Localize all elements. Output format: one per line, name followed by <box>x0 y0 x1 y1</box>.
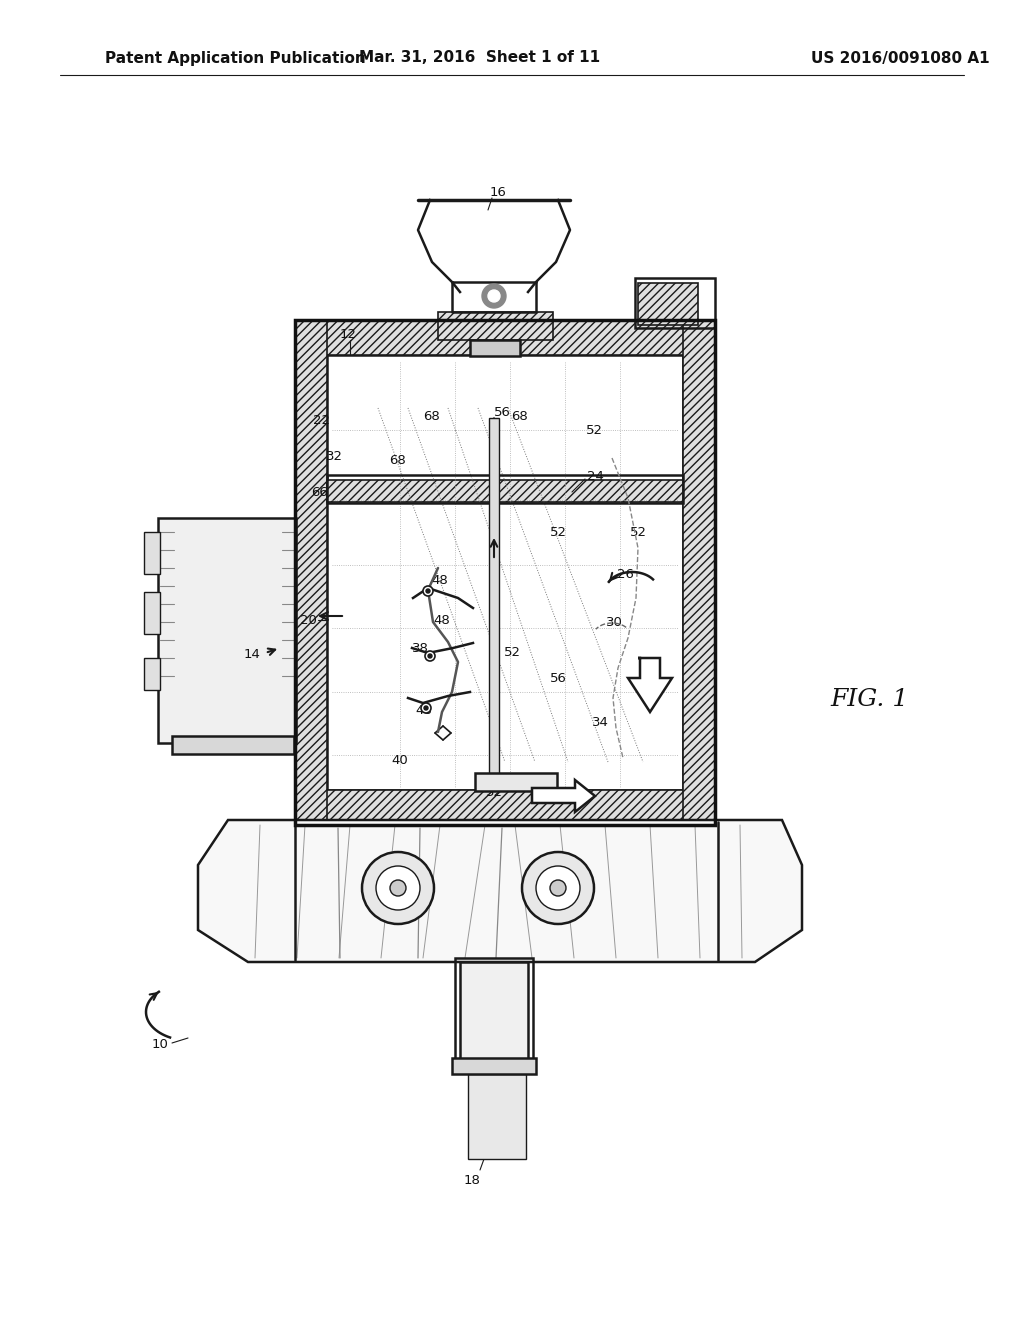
Text: Mar. 31, 2016  Sheet 1 of 11: Mar. 31, 2016 Sheet 1 of 11 <box>359 50 600 66</box>
Text: 52: 52 <box>485 787 503 800</box>
Polygon shape <box>532 780 595 812</box>
Text: 24: 24 <box>587 470 603 483</box>
Text: FIG. 1: FIG. 1 <box>830 689 909 711</box>
Text: 34: 34 <box>592 715 608 729</box>
Bar <box>455 958 534 1071</box>
Text: 28: 28 <box>640 673 656 686</box>
Bar <box>438 312 553 341</box>
Bar <box>144 532 160 574</box>
Circle shape <box>362 851 434 924</box>
Bar <box>327 480 683 502</box>
Text: 48: 48 <box>432 573 449 586</box>
Text: 56: 56 <box>550 672 566 685</box>
Text: 68: 68 <box>424 409 440 422</box>
Bar <box>468 1074 526 1159</box>
Text: 12: 12 <box>340 327 356 341</box>
Bar <box>144 591 160 634</box>
Circle shape <box>425 651 435 661</box>
Bar <box>460 962 528 1067</box>
Text: 52: 52 <box>504 645 520 659</box>
Bar <box>452 1059 536 1074</box>
Text: 40: 40 <box>391 754 409 767</box>
Bar <box>295 319 327 825</box>
Text: 66: 66 <box>311 486 329 499</box>
Text: 56: 56 <box>494 405 510 418</box>
Bar <box>635 279 715 327</box>
Bar <box>683 319 715 825</box>
Text: 52: 52 <box>586 424 602 437</box>
Text: Patent Application Publication: Patent Application Publication <box>105 50 366 66</box>
Circle shape <box>424 706 428 710</box>
Bar <box>327 475 683 503</box>
Bar <box>489 418 499 783</box>
Text: 14: 14 <box>244 648 260 661</box>
Bar <box>295 789 715 820</box>
Text: 18: 18 <box>464 1173 480 1187</box>
Bar <box>295 319 715 825</box>
Text: 52: 52 <box>630 525 646 539</box>
Circle shape <box>522 851 594 924</box>
Circle shape <box>421 704 431 713</box>
Polygon shape <box>628 657 672 711</box>
Circle shape <box>536 866 580 909</box>
Circle shape <box>390 880 406 896</box>
Text: US 2016/0091080 A1: US 2016/0091080 A1 <box>811 50 989 66</box>
Bar <box>144 657 160 690</box>
Text: 38: 38 <box>412 642 428 655</box>
Circle shape <box>550 880 566 896</box>
Bar <box>638 282 698 325</box>
Circle shape <box>482 284 506 308</box>
Text: 22: 22 <box>313 413 331 426</box>
Text: 32: 32 <box>326 450 342 462</box>
Bar <box>327 355 683 789</box>
Circle shape <box>428 653 432 657</box>
Text: 48: 48 <box>416 704 432 717</box>
Bar <box>470 341 520 356</box>
Text: 26: 26 <box>616 569 634 582</box>
Circle shape <box>488 290 500 302</box>
Text: 68: 68 <box>512 409 528 422</box>
Text: 36: 36 <box>481 774 499 787</box>
Text: 68: 68 <box>389 454 407 466</box>
Bar <box>295 319 715 355</box>
Text: 20: 20 <box>300 614 316 627</box>
Circle shape <box>376 866 420 909</box>
Text: 16: 16 <box>489 186 507 199</box>
Bar <box>158 517 296 743</box>
Bar <box>475 774 557 791</box>
Circle shape <box>426 589 430 593</box>
Polygon shape <box>198 820 802 962</box>
Text: 10: 10 <box>152 1039 168 1052</box>
Bar <box>172 737 294 754</box>
Text: 52: 52 <box>550 525 566 539</box>
Text: 30: 30 <box>605 615 623 628</box>
Text: 48: 48 <box>433 614 451 627</box>
Circle shape <box>423 586 433 597</box>
